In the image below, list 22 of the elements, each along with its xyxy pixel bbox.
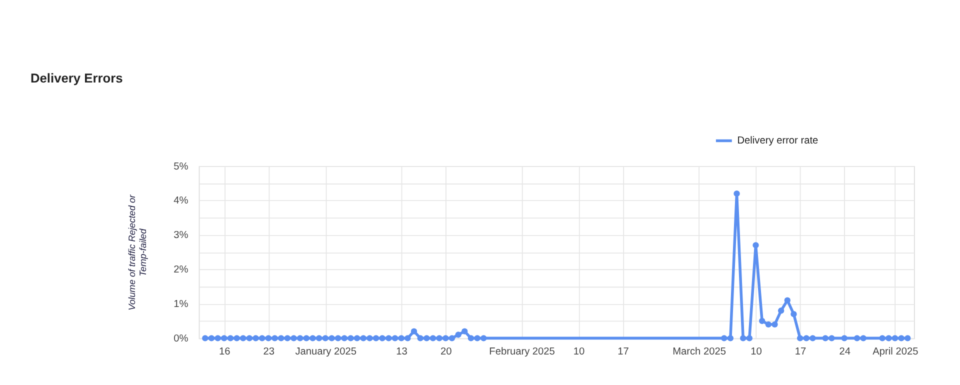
x-tick-label: 16 [218, 346, 231, 358]
y-tick-label: 1% [174, 298, 188, 310]
legend-label: Delivery error rate [737, 136, 819, 147]
y-tick-label: 2% [174, 264, 188, 276]
x-tick-label: 17 [618, 346, 630, 358]
x-tick-label: 13 [396, 346, 408, 358]
x-tick-label: 10 [750, 346, 762, 358]
x-tick-label: 10 [573, 346, 586, 358]
y-axis-title: Volume of traffic Rejected or Temp-failed [126, 194, 148, 310]
x-tick-label: 24 [839, 346, 851, 358]
x-tick-label: 23 [263, 346, 275, 358]
text: Delivery Errors [30, 70, 123, 86]
x-tick-label: 17 [794, 346, 807, 358]
x-tick-label: April 2025 [872, 346, 919, 358]
y-tick-label: 4% [174, 196, 188, 207]
x-tick-label: March 2025 [672, 346, 726, 358]
y-tick-label: 5% [174, 161, 188, 172]
x-tick-label: January 2025 [295, 346, 357, 358]
y-tick-label: 0% [174, 333, 188, 344]
x-tick-label: February 2025 [489, 346, 556, 358]
y-tick-label: 3% [174, 230, 188, 242]
x-tick-label: 20 [440, 346, 452, 358]
